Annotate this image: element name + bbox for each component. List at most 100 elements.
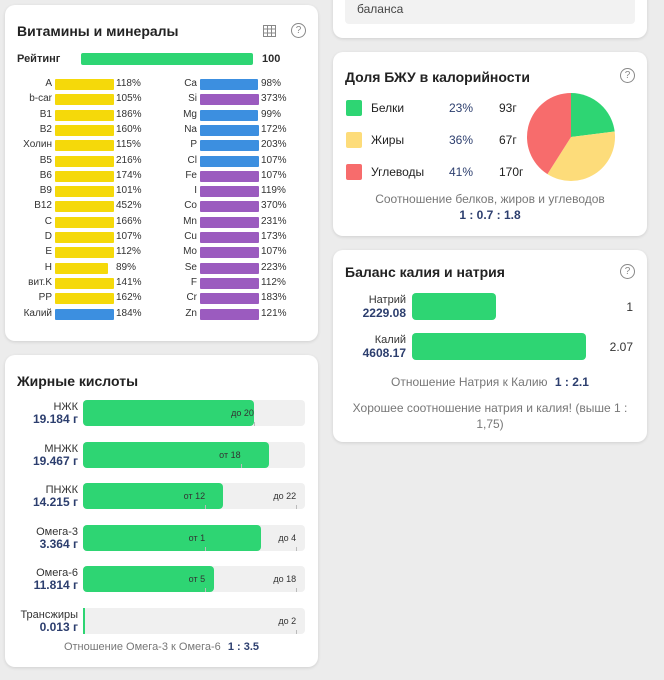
nutrient-row: I 119% — [5, 185, 318, 198]
nutrient-bar — [55, 170, 114, 182]
nutrient-bar — [55, 155, 114, 167]
nutrient-name: вит.K — [28, 276, 52, 288]
nutrient-percent: 107% — [261, 246, 287, 258]
nutrient-bar — [55, 79, 114, 90]
nutrient-percent: 112% — [261, 276, 286, 288]
fatty-acids-title: Жирные кислоты — [17, 373, 139, 389]
nutrient-name: B1 — [39, 108, 52, 120]
fatty-acid-limit-tick — [296, 546, 298, 551]
nutrient-bar — [200, 94, 259, 106]
omega-ratio-value: 1 : 3.5 — [227, 641, 260, 653]
omega-ratio: Отношение Омега-3 к Омега-6 1 : 3.5 — [5, 641, 318, 653]
nutrient-percent: 112% — [116, 246, 141, 258]
nutrient-row: Co 370% — [5, 200, 318, 213]
top-partial-text: баланса — [357, 2, 404, 16]
nutrient-percent: 99% — [261, 108, 282, 120]
nutrient-row: Na 172% — [5, 124, 318, 137]
nutrient-bar — [200, 79, 258, 90]
fatty-acid-value: 0.013 г — [39, 619, 78, 634]
nutrient-bar — [200, 216, 259, 228]
kna-note: Хорошее соотношение натрия и калия! (выш… — [352, 401, 628, 431]
nutrient-row: b-car 105% — [5, 93, 318, 106]
bju-legend-name: Белки — [371, 101, 405, 115]
nutrient-bar — [200, 124, 259, 136]
nutrient-name: F — [190, 276, 197, 288]
fatty-acid-limit-tick — [205, 505, 207, 509]
nutrient-percent: 101% — [116, 185, 142, 197]
fatty-acid-name: ПНЖК — [45, 484, 78, 496]
nutrient-name: Na — [184, 123, 197, 135]
nutrient-name: Mg — [183, 108, 197, 120]
nutrient-name: PP — [38, 292, 52, 304]
nutrient-row: вит.K 141% — [5, 277, 318, 290]
nutrient-name: Mo — [183, 246, 197, 258]
nutrient-percent: 373% — [261, 93, 287, 105]
nutrient-bar — [200, 308, 259, 320]
nutrient-percent: 231% — [261, 215, 287, 227]
fatty-acid-limit-tick — [296, 588, 298, 592]
nutrient-percent: 119% — [261, 185, 286, 197]
kna-name: Натрий — [368, 294, 406, 306]
nutrient-row: B6 174% — [5, 170, 318, 183]
fatty-acid-limit: до 2 — [278, 615, 297, 626]
fatty-acid-limit: до 4 — [278, 532, 297, 543]
kna-ratio-number: 1 — [626, 300, 633, 314]
fatty-acid-name: Омега-3 — [36, 525, 78, 538]
nutrient-row: F 112% — [5, 277, 318, 290]
fatty-acid-limit: от 1 — [188, 532, 206, 543]
nutrient-row: Mg 99% — [5, 109, 318, 122]
table-icon[interactable] — [263, 25, 276, 37]
top-partial-card: баланса — [333, 0, 647, 38]
fatty-acid-limit: от 12 — [183, 491, 206, 501]
nutrient-percent: 141% — [116, 276, 142, 288]
nutrient-percent: 166% — [116, 215, 142, 227]
help-icon[interactable]: ? — [620, 68, 635, 83]
fatty-acid-fill — [83, 524, 261, 551]
omega-ratio-label: Отношение Омега-3 к Омега-6 — [63, 641, 221, 653]
fatty-acid-limit: от 5 — [188, 574, 206, 584]
fatty-acid-fill — [83, 400, 254, 426]
help-icon[interactable]: ? — [291, 23, 306, 38]
nutrient-name: Fe — [185, 169, 197, 181]
nutrient-bar — [55, 247, 114, 259]
nutrient-bar — [200, 201, 259, 213]
fatty-acid-limit-tick — [253, 422, 255, 426]
nutrient-bar — [55, 140, 114, 152]
fatty-acid-value: 11.814 г — [33, 578, 78, 592]
nutrient-row: B5 216% — [5, 155, 318, 168]
nutrient-bar — [200, 155, 259, 167]
fatty-acid-fill — [83, 607, 85, 634]
pie-slice — [571, 93, 615, 137]
nutrient-row: B1 186% — [5, 109, 318, 122]
nutrient-percent: 184% — [116, 307, 142, 319]
fatty-acid-limit-tick — [240, 463, 242, 468]
nutrient-percent: 118% — [116, 78, 141, 89]
nutrient-name: B2 — [39, 123, 52, 135]
nutrient-percent: 89% — [116, 261, 137, 273]
fatty-acid-limit: до 20 — [231, 408, 254, 418]
nutrient-percent: 173% — [261, 231, 287, 242]
nutrient-name: Холин — [23, 139, 52, 151]
vitamins-card: Витамины и минералы ? Рейтинг 100 A 118% b… — [5, 5, 318, 341]
fatty-acid-limit-tick — [296, 505, 298, 509]
help-icon[interactable]: ? — [620, 264, 635, 279]
nutrient-row: H 89% — [5, 262, 318, 275]
nutrient-percent: 370% — [261, 200, 287, 212]
nutrient-name: D — [44, 231, 52, 242]
rating-label: Рейтинг — [17, 53, 61, 65]
nutrient-name: Cl — [187, 154, 197, 166]
nutrient-row: PP 162% — [5, 292, 318, 305]
nutrient-percent: 216% — [116, 154, 142, 166]
bju-card: Доля БЖУ в калорийности ? Белки 23% 93г Жир… — [333, 52, 647, 236]
nutrient-row: Mn 231% — [5, 216, 318, 229]
nutrient-name: Ca — [184, 78, 197, 89]
nutrient-row: Mo 107% — [5, 246, 318, 259]
top-partial-inner — [345, 0, 635, 24]
nutrient-row: Si 373% — [5, 93, 318, 106]
nutrient-percent: 223% — [261, 261, 287, 273]
nutrient-percent: 203% — [261, 139, 287, 151]
bju-legend-percent: 23% — [449, 101, 474, 115]
bju-ratio-value: 1 : 0.7 : 1.8 — [459, 208, 521, 222]
fatty-acid-limit-tick — [205, 588, 207, 592]
bju-title: Доля БЖУ в калорийности — [345, 69, 531, 85]
